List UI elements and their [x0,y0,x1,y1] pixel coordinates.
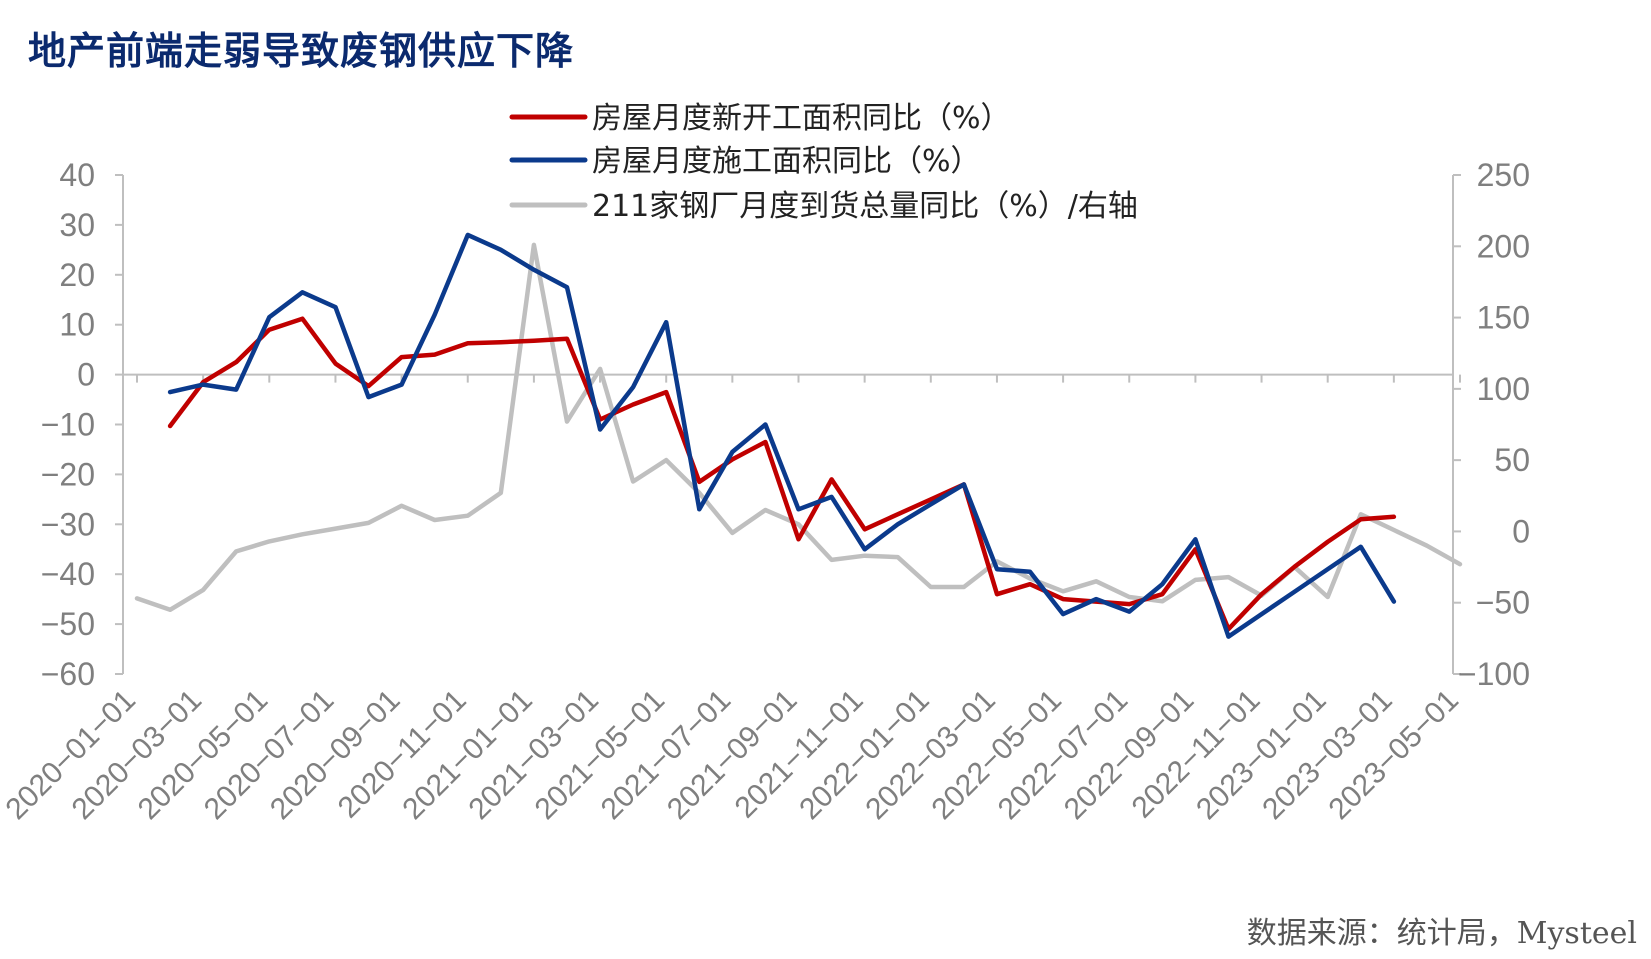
left-axis-tick-label: 10 [59,307,95,343]
right-axis-tick-label: 50 [1494,442,1530,478]
left-axis-tick-label: −60 [41,656,95,692]
chart-title: 地产前端走弱导致废钢供应下降 [28,28,575,73]
left-axis-tick-label: −10 [41,407,95,443]
left-axis-tick-label: −20 [41,456,95,492]
left-axis-tick-label: −50 [41,606,95,642]
right-axis-tick-label: −50 [1476,585,1530,621]
series-line-2 [167,232,1397,639]
left-axis-tick-label: −30 [41,506,95,542]
legend-label-1: 房屋月度新开工面积同比（%） [592,101,1011,136]
legend: 房屋月度新开工面积同比（%） 房屋月度施工面积同比（%） 211家钢厂月度到货总量同… [509,101,1138,224]
data-source-note: 数据来源：统计局，Mysteel [1246,916,1637,951]
legend-label-2: 房屋月度施工面积同比（%） [592,144,981,179]
right-axis-tick-label: 250 [1477,157,1530,193]
right-axis-tick-label: 100 [1477,371,1530,407]
right-axis-tick-label: −100 [1458,656,1530,692]
axes-layer: 403020100−10−20−30−40−50−602502001501005… [0,157,1530,826]
left-axis-tick-label: 20 [59,257,95,293]
right-axis-tick-label: 150 [1477,300,1530,336]
series-line-3 [134,242,1463,613]
right-axis-tick-label: 200 [1477,228,1530,264]
right-axis-tick-label: 0 [1512,513,1530,549]
left-axis-tick-label: 40 [59,157,95,193]
left-axis-tick-label: 30 [59,207,95,243]
series-line-1 [167,316,1397,632]
left-axis-tick-label: 0 [77,357,95,393]
legend-label-3: 211家钢厂月度到货总量同比（%）/右轴 [592,189,1138,224]
left-axis-tick-label: −40 [41,556,95,592]
series-layer [134,232,1463,639]
